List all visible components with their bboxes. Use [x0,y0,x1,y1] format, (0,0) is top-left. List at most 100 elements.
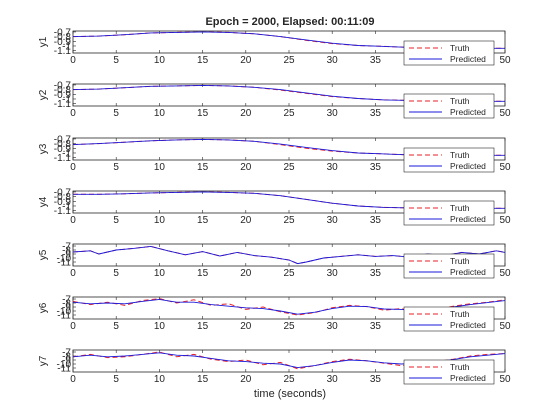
x-tick-label: 25 [283,374,295,385]
y-tick-label: -7 [62,295,71,306]
x-tick-label: 5 [113,55,119,66]
x-tick-label: 25 [283,321,295,332]
x-tick-label: 20 [240,215,252,226]
x-tick-label: 10 [154,55,166,66]
x-tick-label: 20 [240,108,252,119]
x-tick-label: 20 [240,55,252,66]
y-tick-label: -11 [57,258,71,269]
x-tick-label: 10 [154,268,166,279]
y-axis-label: y1 [38,36,49,47]
y-tick-label: -7 [62,348,71,359]
subplot-2: 0 5 10 15 20 25 30 35 50 -0.7-0.8-0.9-1-1.1 y2 Trut… [38,80,511,119]
x-tick-label: 35 [370,55,382,66]
x-tick-label: 30 [327,268,339,279]
x-tick-label: 20 [240,321,252,332]
x-tick-label: 15 [197,55,209,66]
y-tick-label: -1 [62,94,71,105]
x-tick-label: 20 [240,268,252,279]
y-tick-label: -0.7 [54,187,72,198]
legend-box [403,359,495,385]
y-tick-label: -0.9 [54,90,72,101]
x-tick-label: 30 [327,55,339,66]
x-tick-label: 0 [70,55,76,66]
y-tick-label: -0.7 [54,27,72,38]
x-tick-label: 5 [113,162,119,173]
subplot-7: 0 5 10 15 20 25 30 35 50 -7-8-9-10-11 y7 TruthPredi… [38,348,511,386]
x-tick-label: 0 [70,374,76,385]
x-tick-label: 35 [370,108,382,119]
x-tick-label: 25 [283,55,295,66]
y-tick-label: -0.9 [54,144,72,155]
x-tick-label: 35 [370,374,382,385]
x-tick-label: 30 [327,162,339,173]
y-tick-label: -10 [57,254,72,265]
x-tick-label: 25 [283,162,295,173]
y-axis-label: y2 [38,89,49,100]
x-tick-label: 0 [70,321,76,332]
x-tick-label: 5 [113,215,119,226]
legend-truth-label: Truth [450,362,470,372]
legend-predicted-label: Predicted [450,214,486,224]
y-tick-label: -0.9 [54,197,72,208]
y-tick-label: -8 [62,246,71,257]
x-tick-label: 30 [327,374,339,385]
legend-box [403,306,495,332]
y-tick-label: -0.8 [54,139,72,150]
x-tick-label: 35 [370,268,382,279]
x-tick-label: 0 [70,215,76,226]
y-tick-label: -0.8 [54,32,72,43]
y-tick-label: -11 [57,364,71,375]
legend-truth-label: Truth [450,150,470,160]
y-tick-label: -10 [57,360,72,371]
y-tick-label: -1 [62,41,71,52]
legend-predicted-label: Predicted [450,373,486,383]
legend-truth-label: Truth [450,309,470,319]
x-tick-label: 50 [499,108,511,119]
y-axis-label: y4 [38,196,49,207]
x-tick-label: 0 [70,108,76,119]
legend-truth-label: Truth [450,96,470,106]
y-tick-label: -1 [62,201,71,212]
y-tick-label: -8 [62,299,71,310]
subplot-5: 0 5 10 15 20 25 30 35 50 -7-8-9-10-11 y5 TruthPredi… [38,242,511,280]
y-axis-label: y6 [38,302,49,313]
series-truth-line [72,298,506,316]
y-axis-label: y7 [38,355,49,366]
legend-box [403,93,495,119]
y-tick-label: -0.7 [54,80,72,91]
y-tick-label: -7 [62,242,71,253]
y-tick-label: -8 [62,352,71,363]
x-tick-label: 15 [197,215,209,226]
y-tick-label: -9 [62,356,71,367]
y-tick-label: -9 [62,250,71,261]
x-tick-label: 0 [70,162,76,173]
y-tick-label: -1.1 [54,99,72,110]
x-tick-label: 50 [499,374,511,385]
x-tick-label: 50 [499,162,511,173]
y-tick-label: -11 [57,311,71,322]
x-tick-label: 15 [197,321,209,332]
y-tick-label: -0.8 [54,85,72,96]
x-tick-label: 15 [197,374,209,385]
legend-box [403,253,495,279]
x-tick-label: 10 [154,374,166,385]
y-tick-label: -1.1 [54,206,72,217]
x-tick-label: 25 [283,108,295,119]
x-tick-label: 35 [370,321,382,332]
legend-box [403,147,495,173]
legend-box [403,40,495,66]
x-tick-label: 5 [113,108,119,119]
legend-predicted-label: Predicted [450,320,486,330]
y-tick-label: -1 [62,148,71,159]
y-axis-label: y5 [38,249,49,260]
y-tick-label: -0.9 [54,37,72,48]
x-tick-label: 30 [327,215,339,226]
x-tick-label: 0 [70,268,76,279]
legend-predicted-label: Predicted [450,107,486,117]
x-tick-label: 15 [197,162,209,173]
x-tick-label: 10 [154,321,166,332]
y-tick-label: -0.8 [54,192,72,203]
chart-title: Epoch = 2000, Elapsed: 00:11:09 [205,16,374,28]
x-tick-label: 30 [327,108,339,119]
